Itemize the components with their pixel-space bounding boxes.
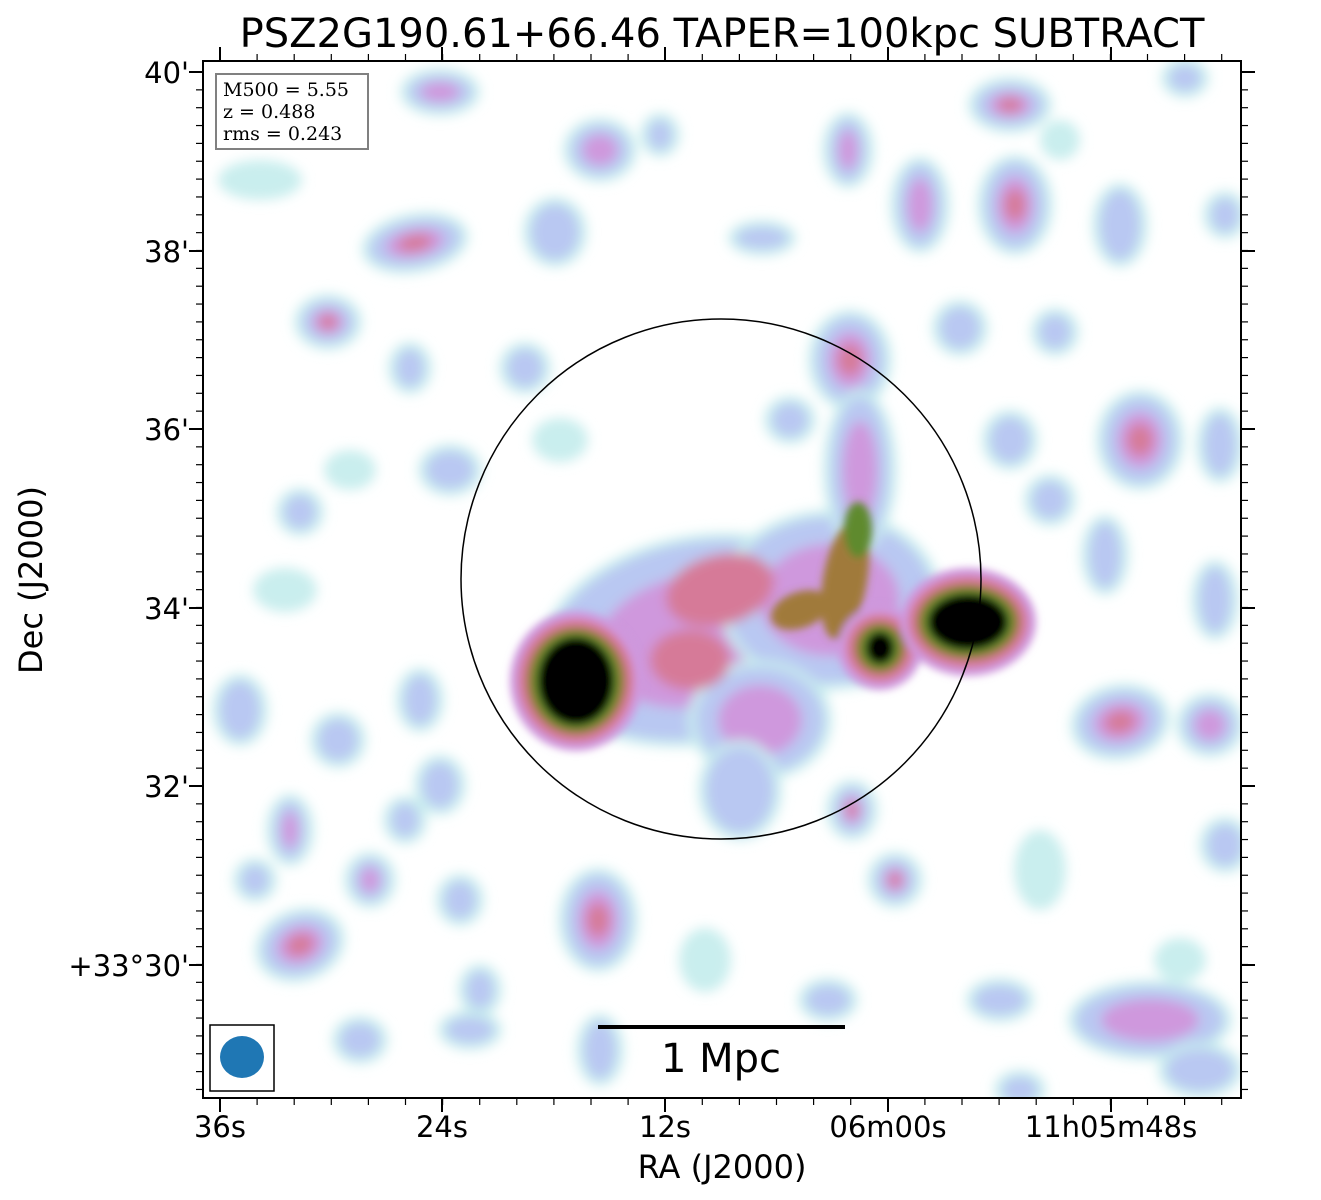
emission-blob	[584, 1021, 616, 1079]
emission-blob	[1127, 424, 1153, 456]
emission-blob	[241, 865, 269, 895]
info-redshift: z = 0.488	[223, 101, 315, 123]
emission-blob	[360, 867, 380, 893]
emission-blob	[1204, 414, 1236, 476]
x-axis-label: RA (J2000)	[638, 1148, 807, 1186]
emission-blob	[1154, 938, 1206, 982]
emission-blob	[666, 553, 774, 627]
emission-blob	[422, 762, 458, 808]
emission-blob	[324, 450, 376, 490]
emission-blob	[706, 747, 774, 833]
emission-blob	[582, 134, 618, 166]
emission-blob	[404, 675, 436, 725]
emission-blob	[507, 349, 543, 387]
info-box: M500 = 5.55 z = 0.488 rms = 0.243	[215, 73, 369, 150]
emission-blob	[284, 495, 316, 529]
x-tick-label: 12s	[639, 1110, 691, 1144]
y-axis-label: Dec (J2000)	[12, 486, 50, 674]
emission-blob	[531, 204, 579, 260]
info-m500: M500 = 5.55	[223, 79, 349, 101]
emission-blob	[888, 872, 902, 888]
emission-blob	[1169, 65, 1201, 91]
emission-blob	[532, 418, 588, 462]
emission-blob	[998, 97, 1022, 113]
emission-blob	[1100, 190, 1140, 260]
x-tick-label: 11h05m48s	[1025, 1110, 1197, 1144]
emission-blob	[1211, 198, 1239, 232]
y-tick-label: 36'	[144, 413, 189, 447]
y-tick-labels: 40' 38' 36' 34' 32' +33°30'	[68, 56, 189, 983]
emission-blob	[928, 594, 1008, 650]
emission-blob	[1040, 120, 1080, 160]
axis-ticks	[189, 47, 1255, 1112]
emission-blob	[340, 1023, 380, 1057]
emission-blob	[1199, 567, 1231, 633]
x-tick-label: 24s	[416, 1110, 468, 1144]
emission-blob	[1089, 522, 1121, 588]
emission-blob	[1039, 315, 1071, 349]
emission-blob	[396, 349, 424, 387]
info-rms: rms = 0.243	[223, 123, 342, 145]
emission-blob	[940, 307, 980, 349]
emission-blob	[838, 344, 862, 376]
emission-blob	[446, 1017, 494, 1043]
y-tick-label: 34'	[144, 592, 189, 626]
r500-circle	[460, 318, 982, 840]
beam-ellipse	[220, 1036, 264, 1078]
emission-blob	[838, 130, 858, 170]
emission-blob	[444, 881, 476, 919]
y-tick-label: 32'	[144, 770, 189, 804]
emission-blob	[844, 502, 872, 558]
emission-blob	[398, 234, 432, 252]
emission-blob	[650, 630, 730, 690]
emission-blob	[253, 568, 317, 612]
emission-blob	[1004, 189, 1026, 221]
emission-blob	[718, 685, 802, 755]
emission-blob	[218, 160, 302, 200]
emission-blob	[318, 719, 358, 761]
radio-emission-map	[212, 61, 1241, 1098]
emission-blob	[772, 403, 808, 437]
emission-blob	[907, 178, 933, 232]
emission-blob	[974, 985, 1026, 1015]
emission-blob	[1014, 830, 1066, 910]
emission-blob	[420, 82, 460, 102]
x-tick-label: 36s	[194, 1110, 246, 1144]
emission-blob	[679, 928, 731, 992]
emission-blob	[391, 803, 419, 837]
emission-blob	[1032, 481, 1068, 519]
emission-blob	[1194, 709, 1226, 741]
emission-blob	[281, 811, 299, 849]
emission-blob	[771, 590, 829, 630]
emission-blob	[1101, 999, 1199, 1041]
y-tick-label: 40'	[144, 56, 189, 90]
emission-blob	[648, 120, 672, 150]
y-tick-label: +33°30'	[68, 949, 189, 983]
emission-blob	[806, 985, 850, 1015]
emission-blob	[466, 971, 494, 1009]
y-tick-label: 38'	[144, 235, 189, 269]
plot-frame	[202, 60, 1242, 1099]
emission-blob	[586, 903, 610, 937]
emission-blob	[990, 417, 1030, 463]
x-tick-label: 06m00s	[829, 1110, 946, 1144]
emission-blob	[426, 451, 474, 489]
emission-blob	[1002, 1077, 1038, 1098]
emission-blob	[866, 632, 894, 664]
emission-blob	[538, 637, 614, 725]
emission-blob	[1104, 710, 1136, 734]
emission-blob	[319, 314, 337, 330]
emission-blob	[286, 934, 314, 956]
emission-blob	[842, 421, 878, 519]
chart-title: PSZ2G190.61+66.46 TAPER=100kpc SUBTRACT	[240, 11, 1205, 57]
emission-blob	[1166, 1049, 1234, 1091]
emission-blob	[736, 227, 788, 249]
x-tick-labels: 36s 24s 12s 06m00s 11h05m48s	[194, 1110, 1197, 1144]
emission-blob	[220, 681, 260, 739]
emission-blob	[1207, 824, 1241, 866]
scale-bar-label: 1 Mpc	[661, 1036, 781, 1082]
